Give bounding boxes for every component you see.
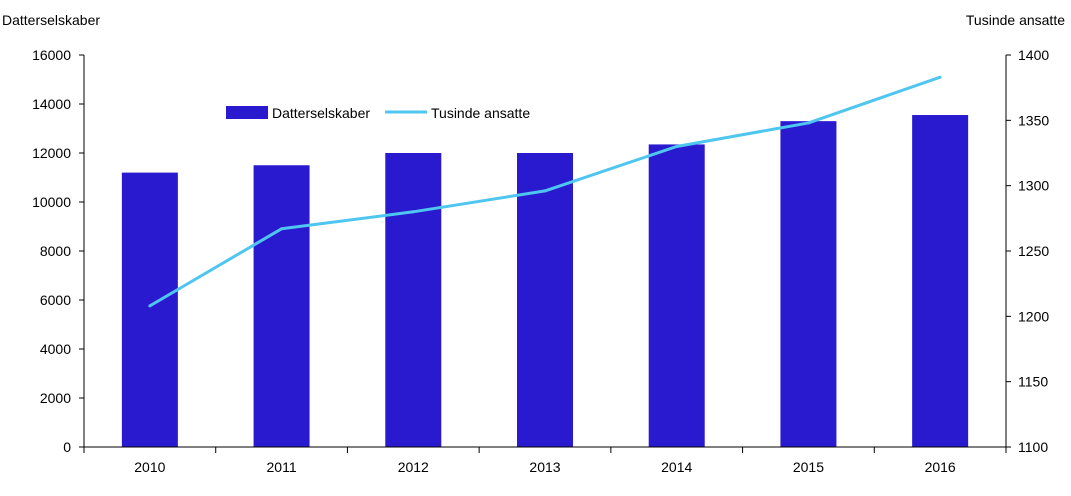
left-tick-label: 12000 bbox=[32, 145, 71, 161]
left-tick-label: 2000 bbox=[40, 390, 71, 406]
right-tick-label: 1300 bbox=[1018, 178, 1049, 194]
left-tick-label: 10000 bbox=[32, 194, 71, 210]
bar-series bbox=[121, 115, 969, 448]
left-axis-title: Datterselskaber bbox=[2, 12, 101, 28]
legend-bar-swatch bbox=[226, 106, 268, 119]
legend: Datterselskaber Tusinde ansatte bbox=[226, 105, 530, 121]
right-tick-label: 1400 bbox=[1018, 47, 1049, 63]
x-tick-label: 2012 bbox=[398, 459, 429, 475]
left-tick-label: 6000 bbox=[40, 292, 71, 308]
line-point-2014 bbox=[675, 144, 679, 148]
bar-2011 bbox=[253, 165, 310, 447]
x-tick-label: 2016 bbox=[925, 459, 956, 475]
right-tick-label: 1350 bbox=[1018, 112, 1049, 128]
x-tick-label: 2015 bbox=[793, 459, 824, 475]
left-tick-label: 0 bbox=[63, 439, 71, 455]
left-tick-label: 4000 bbox=[40, 341, 71, 357]
x-tick-label: 2013 bbox=[529, 459, 560, 475]
left-tick-label: 8000 bbox=[40, 243, 71, 259]
bar-2015 bbox=[780, 121, 837, 448]
x-tick-label: 2011 bbox=[267, 459, 297, 475]
line-point-2012 bbox=[411, 210, 415, 214]
x-tick-label: 2014 bbox=[661, 459, 692, 475]
right-tick-label: 1200 bbox=[1018, 308, 1049, 324]
line-point-2011 bbox=[280, 227, 284, 231]
x-tick-label: 2010 bbox=[134, 459, 165, 475]
bar-2014 bbox=[648, 144, 705, 448]
right-tick-label: 1100 bbox=[1018, 439, 1048, 455]
right-axis-title: Tusinde ansatte bbox=[965, 12, 1065, 28]
bar-2012 bbox=[385, 153, 442, 447]
right-tick-label: 1150 bbox=[1018, 374, 1048, 390]
left-tick-label: 14000 bbox=[32, 96, 71, 112]
legend-line-label: Tusinde ansatte bbox=[431, 105, 530, 121]
right-tick-label: 1250 bbox=[1018, 243, 1049, 259]
legend-bar-label: Datterselskaber bbox=[272, 105, 370, 121]
line-series bbox=[148, 75, 942, 308]
chart-axes: 0 2000 4000 6000 8000 10000 12000 14000 16000 110… bbox=[32, 47, 1049, 475]
bar-2013 bbox=[517, 153, 573, 447]
line-point-2015 bbox=[806, 121, 810, 125]
bar-2010 bbox=[121, 172, 178, 447]
line-point-2013 bbox=[543, 189, 547, 193]
line-point-2016 bbox=[938, 75, 942, 79]
bar-2016 bbox=[912, 115, 969, 448]
left-tick-label: 16000 bbox=[32, 47, 71, 63]
line-point-2010 bbox=[148, 304, 152, 308]
